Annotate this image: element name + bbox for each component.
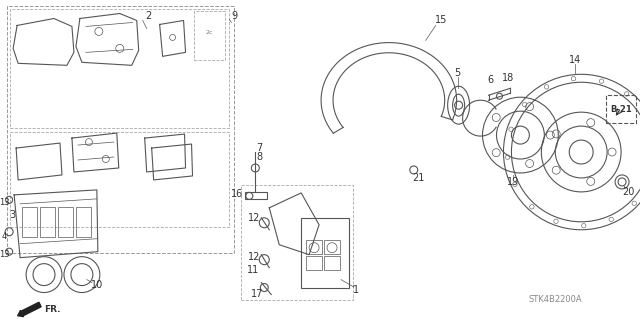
Text: 13: 13	[0, 198, 10, 207]
Bar	[7, 5, 234, 253]
Bar	[40, 207, 55, 237]
Bar	[306, 240, 322, 254]
Bar	[324, 240, 340, 254]
Text: 9: 9	[231, 11, 237, 21]
Bar	[10, 132, 229, 227]
Text: 5: 5	[454, 68, 461, 78]
Text: 1: 1	[353, 285, 359, 294]
Bar	[193, 11, 225, 60]
Bar	[22, 207, 37, 237]
Text: FR.: FR.	[44, 305, 60, 314]
Text: 13: 13	[0, 250, 10, 259]
Text: 19: 19	[508, 177, 520, 187]
Text: 12: 12	[248, 252, 260, 262]
Text: 11: 11	[247, 265, 259, 275]
Bar	[306, 256, 322, 270]
Text: 4: 4	[1, 232, 7, 241]
Text: 21: 21	[413, 173, 425, 183]
Bar	[606, 95, 636, 123]
Text: 7: 7	[256, 143, 262, 153]
Text: 14: 14	[569, 55, 581, 65]
Text: 17: 17	[251, 289, 264, 299]
Text: 2: 2	[145, 11, 152, 21]
Bar	[245, 192, 268, 199]
Text: 8: 8	[256, 152, 262, 162]
Bar	[301, 218, 349, 287]
Text: 15: 15	[435, 16, 447, 26]
Text: 18: 18	[502, 73, 515, 83]
Text: 20: 20	[622, 187, 634, 197]
Text: 2c: 2c	[205, 30, 213, 35]
Bar	[58, 207, 73, 237]
Bar	[76, 207, 91, 237]
Text: STK4B2200A: STK4B2200A	[529, 295, 582, 304]
Text: 12: 12	[248, 213, 260, 223]
Bar	[10, 9, 229, 128]
Bar	[241, 185, 353, 300]
FancyArrow shape	[18, 302, 41, 316]
Bar	[324, 256, 340, 270]
Text: 6: 6	[488, 75, 493, 85]
Text: 3: 3	[9, 210, 15, 220]
Text: 16: 16	[231, 189, 243, 199]
Text: 10: 10	[91, 279, 103, 290]
Text: B-21: B-21	[610, 105, 632, 114]
